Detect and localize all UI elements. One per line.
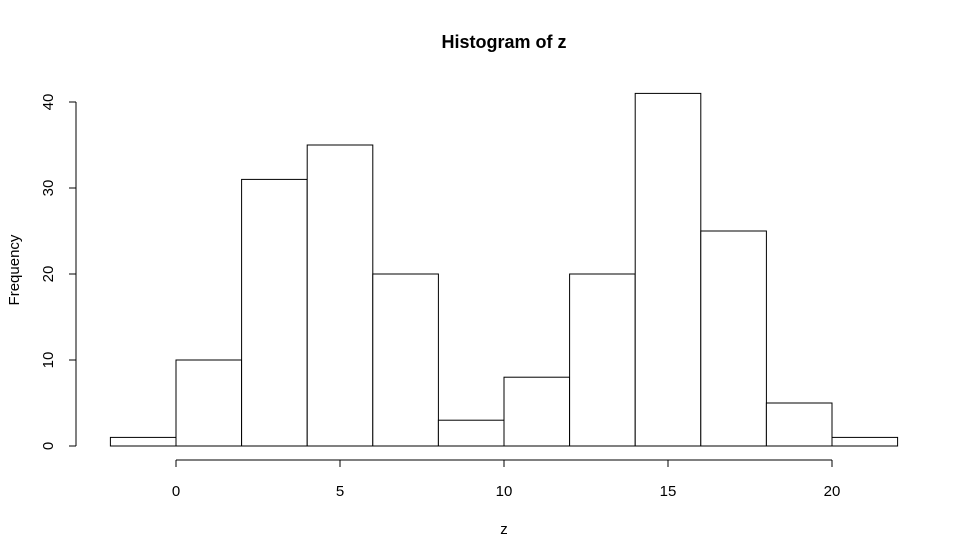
bar — [634, 92, 702, 447]
bar — [700, 230, 767, 447]
y-tick-label: 20 — [40, 266, 57, 283]
bar — [569, 273, 636, 447]
x-tick-label: 10 — [496, 483, 513, 500]
y-tick-label: 10 — [40, 352, 57, 369]
bar — [831, 436, 899, 447]
y-tick-label: 0 — [40, 442, 57, 450]
bar — [109, 436, 177, 447]
y-tick-label: 30 — [40, 180, 57, 197]
bar — [503, 376, 571, 447]
x-tick-label: 0 — [172, 483, 180, 500]
bar — [306, 144, 374, 447]
y-tick-label: 40 — [40, 94, 57, 111]
x-axis-label: z — [500, 521, 508, 538]
bar — [437, 419, 505, 447]
y-axis-label: Frequency — [6, 234, 23, 305]
bar — [241, 178, 308, 447]
x-tick-label: 5 — [336, 483, 344, 500]
x-tick-label: 20 — [824, 483, 841, 500]
bar — [175, 359, 243, 447]
bar — [765, 402, 833, 447]
x-tick-label: 15 — [660, 483, 677, 500]
bar — [372, 273, 439, 447]
chart-title: Histogram of z — [441, 32, 566, 52]
